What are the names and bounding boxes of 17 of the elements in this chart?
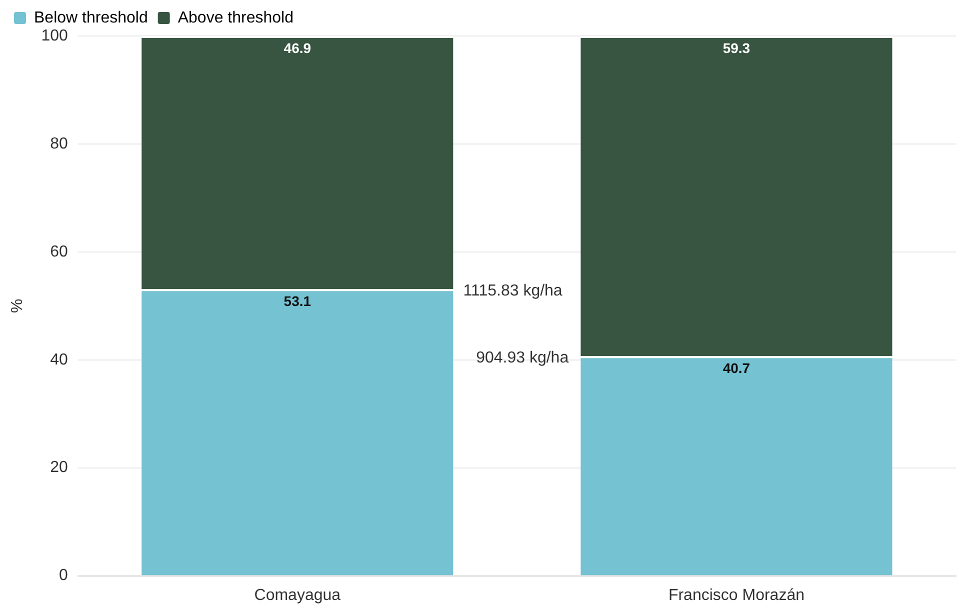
legend-label: Below threshold — [34, 9, 148, 26]
y-tick-label: 60 — [50, 243, 68, 260]
y-tick-label: 20 — [50, 459, 68, 476]
y-axis-title: % — [9, 298, 26, 314]
data-label: 46.9 — [284, 40, 312, 56]
y-tick-label: 80 — [50, 135, 68, 152]
data-label: 53.1 — [284, 293, 312, 310]
y-tick-label: 0 — [58, 567, 68, 584]
x-tick-label: Francisco Morazán — [668, 586, 804, 604]
y-tick-label: 40 — [50, 351, 68, 368]
y-tick-label: 100 — [41, 27, 68, 44]
annotation: 904.93 kg/ha — [476, 350, 569, 367]
annotation: 1115.83 kg/ha — [463, 282, 562, 300]
data-label: 40.7 — [722, 360, 750, 376]
data-label: 59.3 — [722, 40, 750, 56]
x-tick-label: Comayagua — [254, 586, 341, 604]
legend-label: Above threshold — [178, 9, 294, 26]
